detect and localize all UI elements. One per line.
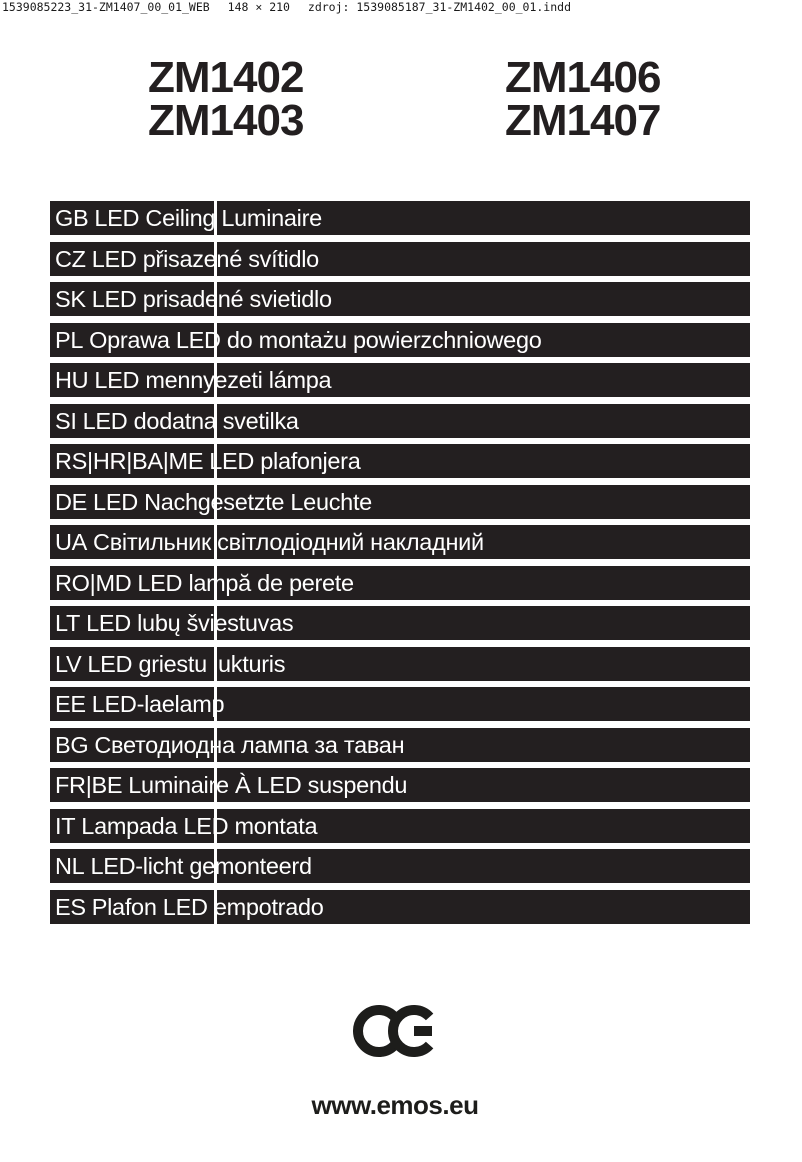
- language-row: IT Lampada LED montata: [50, 808, 750, 843]
- language-code: UA: [55, 529, 88, 555]
- language-code: PL: [55, 326, 84, 353]
- table-column-divider: [214, 200, 217, 925]
- product-title: LED griestu lukturis: [87, 650, 286, 677]
- model-numbers-right: ZM1406 ZM1407: [505, 53, 661, 145]
- language-code: SI: [55, 407, 77, 434]
- product-title: LED Ceiling Luminaire: [94, 205, 322, 231]
- product-title: LED-laelamp: [91, 691, 225, 717]
- language-row: HU LED mennyezeti lámpa: [50, 363, 750, 397]
- language-row: RS|HR|BA|ME LED plafonjera: [50, 444, 750, 478]
- language-row: BG Светодиодна лампа за таван: [50, 727, 750, 762]
- language-code: HU: [55, 367, 89, 393]
- language-row: GB LED Ceiling Luminaire: [50, 201, 750, 235]
- product-title: LED-licht gemonteerd: [90, 853, 312, 879]
- product-title: LED mennyezeti lámpa: [94, 367, 332, 393]
- language-code: IT: [55, 812, 76, 839]
- language-row: ES Plafon LED empotrado: [50, 889, 750, 924]
- language-row: DE LED Nachgesetzte Leuchte: [50, 484, 750, 519]
- source-file: zdroj: 1539085187_31-ZM1402_00_01.indd: [307, 0, 572, 14]
- language-row: SI LED dodatna svetilka: [50, 403, 750, 438]
- language-row: CZ LED přisazené svítidlo: [50, 241, 750, 276]
- language-row: EE LED-laelamp: [50, 687, 750, 721]
- product-title: LED lampă de perete: [137, 569, 354, 596]
- product-title: LED lubų šviestuvas: [86, 610, 294, 636]
- product-title: LED plafonjera: [209, 448, 361, 474]
- language-row: SK LED prisadené svietidlo: [50, 282, 750, 316]
- language-row: UA Світильник світлодіодний накладний: [50, 525, 750, 559]
- model-number: ZM1407: [505, 96, 661, 145]
- model-number: ZM1402: [148, 53, 304, 102]
- model-number: ZM1406: [505, 53, 661, 102]
- language-row: PL Oprawa LED do montażu powierzchniowego: [50, 322, 750, 357]
- language-code: ES: [55, 893, 86, 920]
- language-row: NL LED-licht gemonteerd: [50, 849, 750, 883]
- page-size: 148 × 210: [227, 0, 290, 14]
- model-number: ZM1403: [148, 96, 304, 145]
- language-code: RS|HR|BA|ME: [55, 448, 204, 474]
- language-row: RO|MD LED lampă de perete: [50, 565, 750, 600]
- language-code: GB: [55, 205, 89, 231]
- language-code: BG: [55, 731, 89, 758]
- product-title: LED prisadené svietidlo: [91, 286, 332, 312]
- product-title: Светодиодна лампа за таван: [94, 731, 405, 758]
- product-title: Oprawa LED do montażu powierzchniowego: [89, 326, 542, 353]
- product-title: Lampada LED montata: [81, 812, 318, 839]
- product-title: Luminaire À LED suspendu: [128, 772, 408, 798]
- product-title: LED přisazené svítidlo: [91, 245, 320, 272]
- file-meta-line: 1539085223_31-ZM1407_00_01_WEB 148 × 210…: [2, 0, 571, 14]
- model-numbers-left: ZM1402 ZM1403: [148, 53, 304, 145]
- language-row: LV LED griestu lukturis: [50, 646, 750, 681]
- language-code: DE: [55, 488, 88, 515]
- language-code: LT: [55, 610, 81, 636]
- language-code: EE: [55, 691, 86, 717]
- language-code: LV: [55, 650, 82, 677]
- language-code: NL: [55, 853, 85, 879]
- language-code: FR|BE: [55, 772, 123, 798]
- ce-mark-icon: [353, 1004, 441, 1058]
- language-code: RO|MD: [55, 569, 132, 596]
- language-title-table: GB LED Ceiling Luminaire CZ LED přisazené …: [50, 200, 750, 925]
- product-title: Світильник світлодіодний накладний: [93, 529, 484, 555]
- website-url: www.emos.eu: [311, 1090, 479, 1120]
- language-row: LT LED lubų šviestuvas: [50, 606, 750, 640]
- product-title: Plafon LED empotrado: [91, 893, 324, 920]
- file-id: 1539085223_31-ZM1407_00_01_WEB: [2, 0, 210, 14]
- product-title: LED dodatna svetilka: [82, 407, 299, 434]
- language-code: CZ: [55, 245, 86, 272]
- language-row: FR|BE Luminaire À LED suspendu: [50, 768, 750, 802]
- language-code: SK: [55, 286, 86, 312]
- product-title: LED Nachgesetzte Leuchte: [93, 488, 372, 515]
